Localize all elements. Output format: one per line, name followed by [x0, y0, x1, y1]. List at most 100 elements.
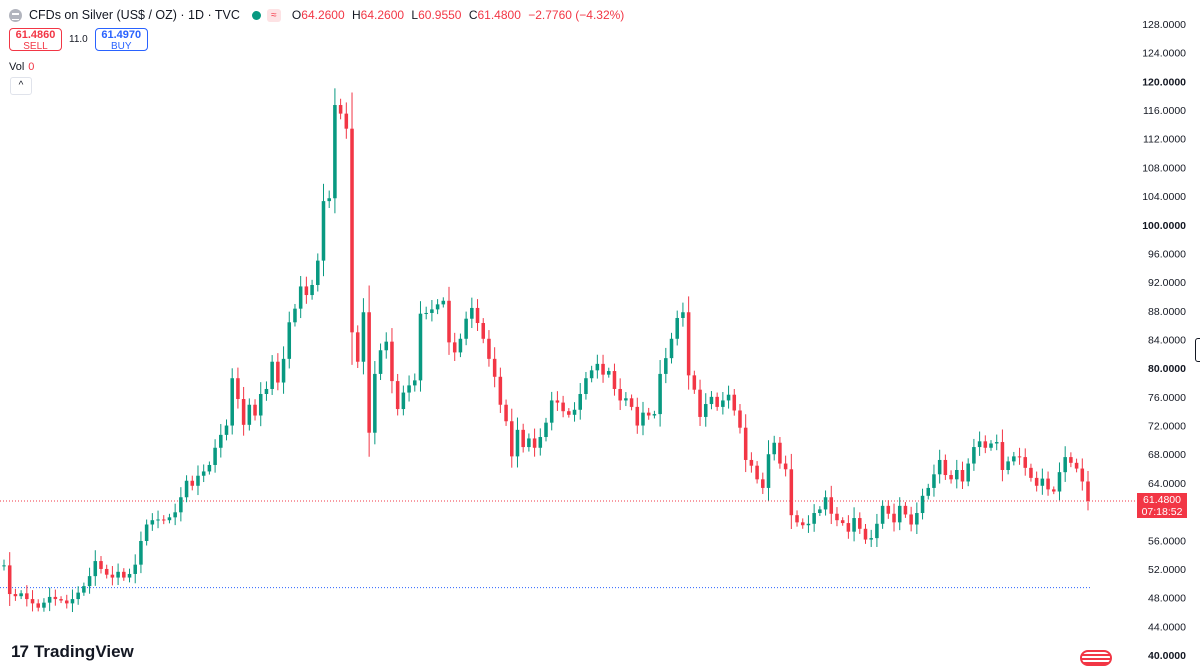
candle-body — [532, 438, 537, 448]
candle-body — [766, 454, 771, 488]
candle-body — [1017, 456, 1022, 458]
candle-body — [555, 400, 560, 403]
candle-body — [955, 470, 959, 480]
candle-body — [937, 459, 942, 475]
candle-body — [994, 442, 999, 444]
candle-body — [812, 513, 816, 524]
candle-body — [561, 402, 565, 412]
candle-body — [664, 358, 668, 374]
candle-body — [1040, 478, 1045, 486]
candle-body — [703, 404, 708, 417]
candle-body — [1046, 478, 1050, 490]
candle-body — [909, 514, 913, 525]
last-price-value: 61.4800 — [1143, 493, 1181, 506]
candle-body — [270, 361, 274, 389]
candle-body — [709, 396, 714, 405]
high-value: 64.2600 — [360, 8, 405, 22]
candle-body — [920, 495, 925, 514]
candle-body — [749, 459, 754, 466]
candle-body — [36, 603, 41, 608]
price-axis[interactable]: 128.0000 124.0000 120.0000 116.0000 112.0000… — [1142, 19, 1186, 662]
candle-body — [367, 312, 371, 433]
candle-body — [316, 260, 320, 286]
candle-body — [184, 480, 189, 498]
price-tick-label: 48.0000 — [1148, 593, 1186, 605]
candle-body — [407, 385, 411, 393]
side-panel-toggle[interactable] — [1195, 338, 1200, 362]
sell-button[interactable]: 61.4860 SELL — [9, 28, 62, 52]
candle-body — [840, 520, 845, 524]
candle-body — [509, 421, 514, 457]
candle-body — [629, 398, 634, 407]
price-tick-label: 52.0000 — [1148, 564, 1186, 576]
price-tick-label: 56.0000 — [1148, 535, 1186, 547]
candle-body — [161, 519, 166, 521]
silver-symbol-icon[interactable] — [9, 8, 22, 22]
wave-icon[interactable]: ≈ — [266, 8, 281, 22]
candle-body — [53, 596, 58, 600]
price-tick-label: 112.0000 — [1143, 134, 1186, 146]
price-tick-label: 84.0000 — [1148, 335, 1186, 347]
candle-body — [93, 561, 98, 577]
market-status-dot-icon[interactable] — [251, 10, 261, 20]
candle-body — [64, 600, 69, 604]
candle-body — [70, 599, 75, 604]
candle-body — [880, 505, 885, 524]
candle-body — [481, 323, 486, 339]
candle-body — [1051, 489, 1056, 492]
candle-body — [241, 399, 246, 425]
candle-body — [584, 378, 588, 394]
tradingview-logo-icon: 17 — [11, 642, 29, 661]
candle-body — [475, 307, 480, 324]
candle-body — [344, 113, 349, 129]
collapse-legend-button[interactable]: ^ — [10, 77, 32, 95]
candle-body — [601, 363, 605, 375]
tradingview-logo[interactable]: 17 TradingView — [11, 642, 134, 662]
candle-body — [783, 463, 788, 470]
candle-body — [236, 378, 240, 400]
candle-body — [276, 361, 280, 383]
candle-body — [7, 565, 12, 595]
candle-body — [19, 593, 23, 597]
symbol-title[interactable]: CFDs on Silver (US$ / OZ) · 1D · TVC — [29, 8, 240, 22]
candle-body — [42, 602, 46, 608]
candle-body — [567, 411, 571, 415]
brand-name: TradingView — [33, 642, 134, 661]
price-tick-label: 40.0000 — [1148, 650, 1186, 662]
candle-body — [25, 593, 29, 600]
candle-body — [886, 505, 891, 514]
candle-body — [293, 308, 297, 323]
candle-body — [253, 404, 257, 416]
change-value: −2.7760 (−4.32%) — [528, 8, 625, 22]
candle-body — [835, 513, 839, 521]
candle-body — [30, 599, 35, 604]
candle-body — [983, 441, 988, 448]
candle-body — [738, 410, 742, 428]
candle-body — [458, 338, 463, 353]
candle-body — [133, 564, 137, 574]
candle-body — [1080, 468, 1085, 482]
volume-legend: Vol 0 — [9, 61, 34, 73]
candle-body — [1074, 462, 1079, 469]
candle-body — [144, 524, 149, 541]
candle-body — [264, 388, 269, 394]
candle-body — [401, 392, 406, 410]
candle-body — [618, 388, 622, 401]
candle-body — [823, 497, 828, 510]
candle-body — [492, 358, 497, 377]
candle-body — [595, 363, 600, 371]
candle-body — [247, 404, 252, 425]
candle-body — [47, 596, 52, 603]
candle-body — [863, 528, 868, 540]
candle-body — [641, 412, 645, 426]
candle-body — [960, 470, 965, 482]
spread-value: 11.0 — [69, 34, 88, 45]
candle-body — [755, 465, 759, 480]
buy-button[interactable]: 61.4970 BUY — [94, 28, 148, 52]
candle-body — [287, 322, 292, 359]
candle-body — [612, 371, 617, 389]
candle-body — [1069, 457, 1073, 463]
us-flag-icon[interactable] — [1080, 650, 1112, 666]
candle-body — [424, 312, 428, 314]
